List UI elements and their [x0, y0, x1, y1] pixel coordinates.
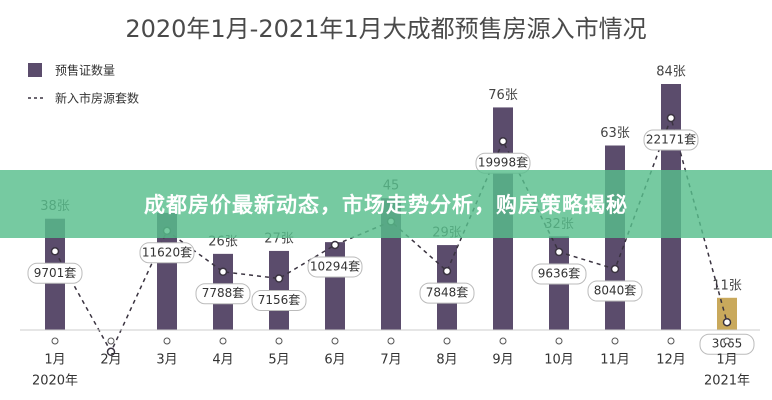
x-tick-label: 6月 [324, 353, 345, 368]
bar-value-label: 84张 [656, 65, 686, 80]
line-value-label: 7156套 [258, 293, 301, 307]
line-value-label: 8040套 [594, 284, 637, 298]
line-point [610, 264, 620, 274]
x-tick-label: 2月 [100, 353, 121, 368]
x-tick-dot [499, 337, 507, 345]
line-value-label: 7848套 [426, 286, 469, 300]
chart-title: 2020年1月-2021年1月大成都预售房源入市情况 [125, 15, 646, 43]
line-point [106, 347, 116, 357]
value-label-box [643, 129, 699, 151]
bar-value-label: 11张 [712, 278, 742, 293]
bar-value-label: 76张 [488, 88, 518, 103]
x-tick-dot [219, 337, 227, 345]
line-point [722, 317, 732, 327]
x-tick-label: 4月 [212, 353, 233, 368]
line-point [50, 247, 60, 256]
x-tick-dot [275, 337, 283, 345]
value-label-box [307, 256, 363, 278]
x-tick-dot [107, 337, 115, 345]
x-tick-label: 10月 [544, 353, 574, 368]
x-tick-label: 3月 [156, 353, 177, 368]
line-point [666, 113, 676, 123]
x-tick-label: 12月 [656, 353, 686, 368]
x-tick-dot [723, 337, 731, 345]
x-tick-dot [443, 337, 451, 345]
legend-label: 新入市房源套数 [55, 91, 139, 106]
line-point [330, 240, 340, 250]
line-value-label: 11620套 [142, 245, 192, 259]
x-tick-label: 5月 [268, 353, 289, 368]
bar-value-label: 63张 [600, 126, 630, 141]
x-tick-dot [387, 337, 395, 345]
line-value-label: 22171套 [646, 133, 696, 147]
value-label-box [419, 282, 475, 304]
value-label-box [587, 280, 643, 302]
x-year-label: 2021年 [704, 374, 750, 389]
x-tick-label: 11月 [600, 353, 630, 368]
bar [325, 242, 345, 330]
x-tick-dot [331, 337, 339, 345]
line-value-label: 9636套 [538, 266, 581, 280]
x-tick-dot [51, 337, 59, 345]
x-tick-label: 8月 [436, 353, 457, 368]
overlay-banner: 成都房价最新动态，市场走势分析，购房策略揭秘 [0, 170, 772, 238]
bar-value-label: 26张 [208, 234, 238, 249]
legend-label: 预售证数量 [55, 63, 115, 78]
x-tick-label: 1月 [44, 353, 65, 368]
value-label-box [195, 283, 251, 305]
x-year-label: 2020年 [32, 374, 78, 389]
bar [717, 297, 737, 330]
x-tick-label: 7月 [380, 353, 401, 368]
line-value-label: 7788套 [202, 286, 245, 300]
line-point [554, 247, 564, 257]
line-point [274, 274, 284, 283]
x-tick-label: 9月 [492, 353, 513, 368]
value-label-box [531, 263, 587, 285]
x-tick-dot [611, 337, 619, 345]
line-value-label: 19998套 [478, 156, 528, 170]
line-point [442, 266, 452, 276]
value-label-box [139, 242, 195, 264]
line-point [218, 267, 228, 276]
x-tick-dot [163, 337, 171, 345]
x-tick-dot [555, 337, 563, 345]
line-point [498, 136, 508, 146]
value-label-box [27, 262, 83, 284]
value-label-box [251, 290, 307, 312]
x-tick-dot [667, 337, 675, 345]
line-value-label: 9701套 [34, 266, 77, 280]
line-value-label: 10294套 [310, 259, 360, 273]
x-tick-label: 1月 [716, 353, 737, 368]
legend-swatch [28, 63, 42, 77]
